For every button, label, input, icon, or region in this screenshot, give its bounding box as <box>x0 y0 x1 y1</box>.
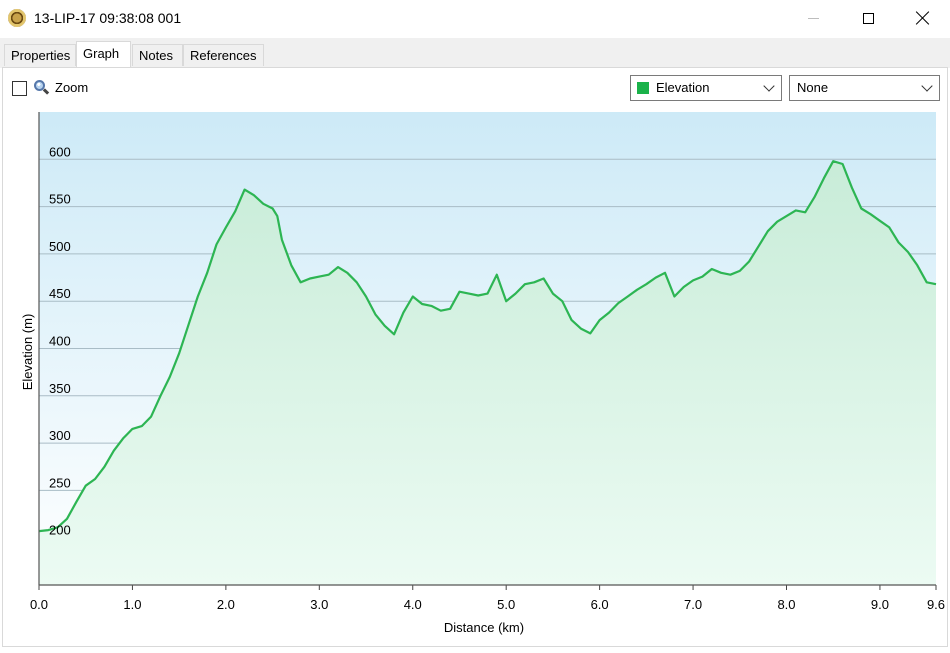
zoom-label: Zoom <box>55 80 89 95</box>
tab-notes[interactable]: Notes <box>132 44 183 66</box>
tab-label: Graph <box>83 46 120 61</box>
window-title: 13-LIP-17 09:38:08 001 <box>34 10 182 26</box>
x-tick-label: 5.0 <box>497 597 515 612</box>
elevation-area <box>39 161 936 585</box>
elevation-line[interactable] <box>38 160 937 533</box>
x-tick-label: 9.6 <box>927 597 945 612</box>
tab-label: Notes <box>139 48 173 63</box>
series-select-value: Elevation <box>656 80 710 95</box>
x-tick-label: 6.0 <box>591 597 609 612</box>
y-tick-labels: 200 250 300 350 400 450 500 550 600 <box>49 144 71 537</box>
tab-label: Properties <box>11 48 71 63</box>
y-tick-label: 450 <box>49 286 71 301</box>
x-tick-label: 4.0 <box>404 597 422 612</box>
y-tick-label: 200 <box>49 523 71 538</box>
y-axis-label: Elevation (m) <box>20 314 35 391</box>
maximize-button[interactable] <box>843 0 893 36</box>
tab-graph[interactable]: Graph <box>76 41 131 68</box>
x-tick-labels: 0.0 1.0 2.0 3.0 4.0 5.0 6.0 7.0 8.0 9.0 9.6 <box>30 597 945 612</box>
title-bar: 13-LIP-17 09:38:08 001 <box>0 0 950 38</box>
x-tick-label: 2.0 <box>217 597 235 612</box>
series-color-swatch <box>637 82 649 94</box>
axes <box>38 112 937 590</box>
secondary-select-value: None <box>797 80 829 95</box>
tab-label: References <box>190 48 257 63</box>
x-axis-label: Distance (km) <box>444 620 524 635</box>
minimize-icon <box>807 17 819 19</box>
minimize-button[interactable] <box>788 0 838 36</box>
series-select[interactable]: Elevation <box>630 75 782 101</box>
y-tick-label: 250 <box>49 475 71 490</box>
y-tick-label: 600 <box>49 144 71 159</box>
x-tick-label: 7.0 <box>684 597 702 612</box>
gps-track-icon <box>8 9 26 27</box>
y-tick-label: 550 <box>49 192 71 207</box>
tab-references[interactable]: References <box>183 44 264 66</box>
y-tick-label: 350 <box>49 381 71 396</box>
x-tick-label: 0.0 <box>30 597 48 612</box>
y-tick-label: 300 <box>49 428 71 443</box>
y-tick-label: 400 <box>49 334 71 349</box>
tab-properties[interactable]: Properties <box>4 44 76 66</box>
x-tick-label: 3.0 <box>310 597 328 612</box>
tab-strip: Properties Graph Notes References <box>0 38 950 68</box>
zoom-checkbox[interactable] <box>12 81 27 96</box>
secondary-series-select[interactable]: None <box>789 75 940 101</box>
magnifier-icon <box>33 79 50 96</box>
maximize-icon <box>862 12 874 24</box>
x-tick-label: 8.0 <box>777 597 795 612</box>
y-tick-label: 500 <box>49 239 71 254</box>
x-tick-label: 1.0 <box>123 597 141 612</box>
x-tick-label: 9.0 <box>871 597 889 612</box>
